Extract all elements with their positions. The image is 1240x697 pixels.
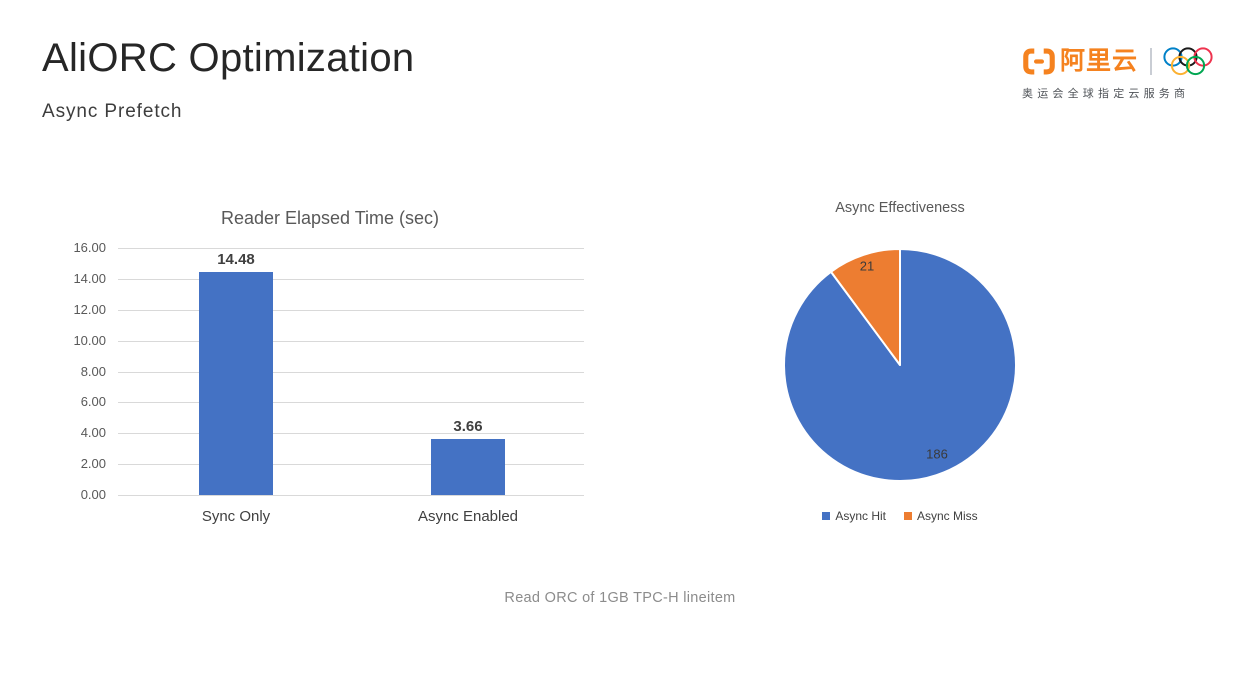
bar-chart-gridline	[118, 340, 584, 342]
bar-chart-gridline	[118, 278, 584, 280]
bar-chart-gridline	[118, 371, 584, 373]
bar-chart-gridline	[118, 402, 584, 404]
legend-marker-async-miss	[904, 512, 912, 520]
bar-chart-gridline	[118, 464, 584, 466]
y-axis-tick-label: 14.00	[73, 270, 106, 286]
pie-chart-async-effectiveness: Async Effectiveness 21 186 Async Hit Asy…	[780, 195, 1020, 540]
bar-async-enabled	[431, 438, 505, 495]
bar-chart-gridline	[118, 248, 584, 249]
pie-legend: Async Hit Async Miss	[750, 509, 1050, 523]
pie-slice-label-async-miss: 21	[859, 258, 875, 274]
y-axis-tick-label: 4.00	[80, 425, 106, 441]
bar-chart-gridline	[118, 309, 584, 311]
bar-chart-reader-elapsed-time: Reader Elapsed Time (sec) 16.00 14.00 12.0…	[60, 200, 600, 545]
logo-brand-row: 阿里云	[1022, 46, 1214, 77]
legend-label-async-miss: Async Miss	[917, 509, 978, 523]
bar-chart-title: Reader Elapsed Time (sec)	[220, 208, 440, 228]
pie-slice-async-hit	[783, 248, 1017, 482]
y-axis-tick-label: 2.00	[80, 456, 106, 472]
alibaba-cloud-bracket-icon	[1023, 48, 1055, 75]
y-axis-tick-label: 10.00	[73, 332, 106, 348]
y-axis-tick-label: 12.00	[73, 301, 106, 317]
olympic-rings-icon	[1163, 47, 1213, 76]
page-subtitle: Async Prefetch	[42, 101, 183, 122]
bar-data-label: 14.48	[217, 250, 255, 268]
x-axis-category-label: Sync Only	[201, 508, 271, 525]
legend-label-async-hit: Async Hit	[835, 509, 886, 523]
alibaba-cloud-logo: 阿里云 奥运会全球指定云服务商	[1022, 46, 1214, 101]
page-title: AliORC Optimization	[42, 36, 415, 80]
y-axis-tick-label: 8.00	[80, 363, 106, 379]
logo-divider	[1150, 48, 1153, 75]
x-axis-category-label: Async Enabled	[417, 508, 519, 525]
pie-slice-label-async-hit: 186	[926, 446, 948, 462]
legend-marker-async-hit	[822, 512, 831, 520]
y-axis-tick-label: 16.00	[73, 240, 106, 255]
pie-graphic	[783, 248, 1017, 482]
slide-caption: Read ORC of 1GB TPC-H lineitem	[504, 590, 736, 606]
logo-tagline: 奥运会全球指定云服务商	[1022, 88, 1190, 100]
y-axis-tick-label: 6.00	[80, 394, 106, 410]
legend-item-async-miss: Async Miss	[904, 509, 978, 523]
legend-item-async-hit: Async Hit	[822, 509, 886, 523]
bar-data-label: 3.66	[453, 417, 483, 435]
brand-text: 阿里云	[1060, 47, 1139, 75]
pie-chart-title: Async Effectiveness	[835, 200, 965, 216]
y-axis-tick-label: 0.00	[80, 487, 106, 502]
bar-chart-gridline	[118, 495, 584, 496]
bar-chart-gridline	[118, 433, 584, 435]
bar-sync-only	[199, 271, 273, 495]
pie-slice-async-miss	[829, 248, 901, 366]
